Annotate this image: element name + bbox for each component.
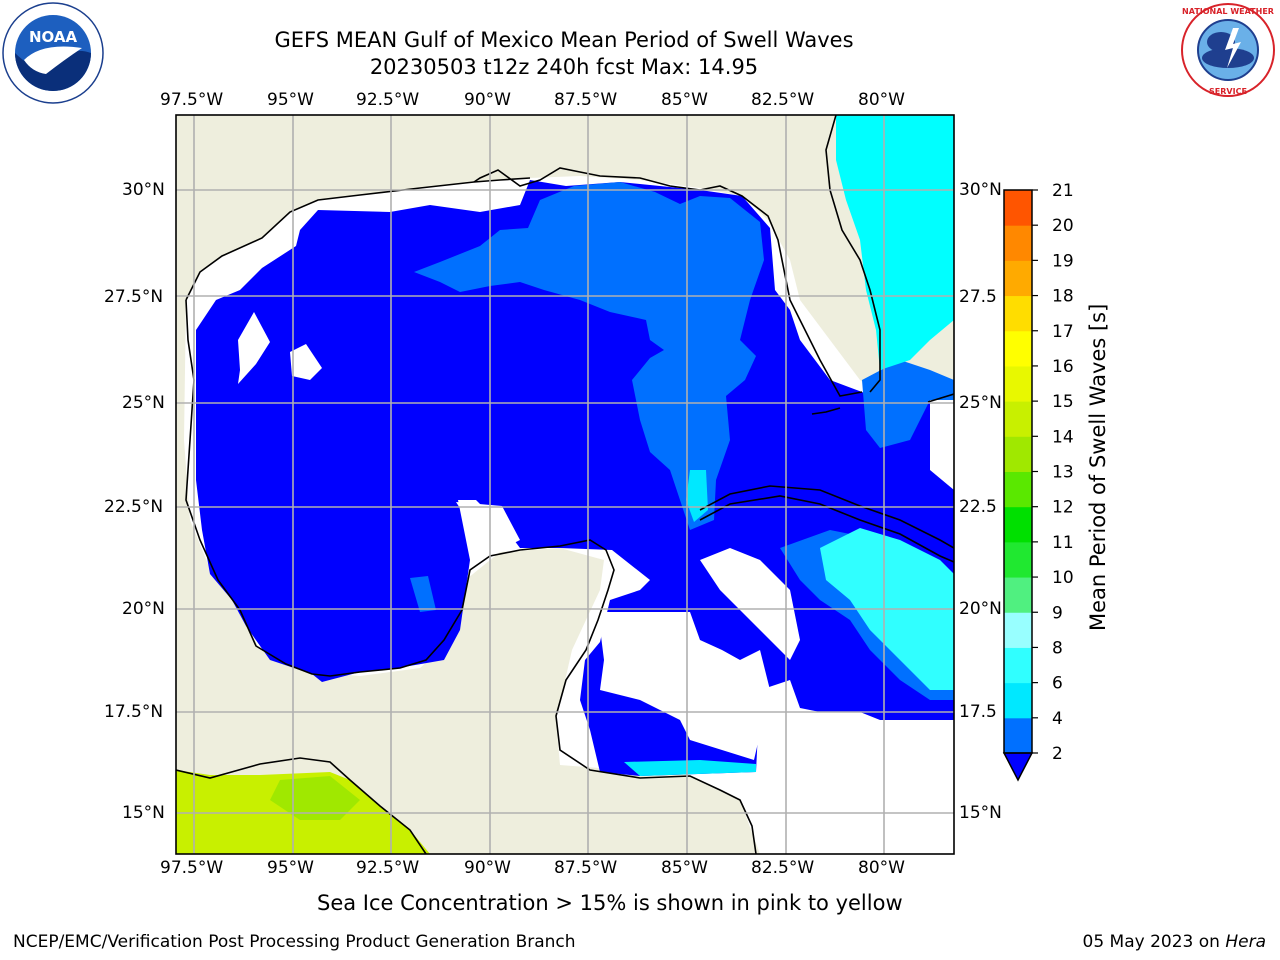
lat-label-right-1: 27.5: [959, 287, 997, 307]
colorbar-segment: [1004, 401, 1032, 437]
colorbar-extend-triangle: [1002, 752, 1034, 782]
footer-host: Hera: [1225, 932, 1266, 952]
lon-label-bottom-0: 97.5°W: [160, 858, 224, 878]
lat-label-right-4: 20°N: [959, 599, 1002, 619]
colorbar-tick-label: 10: [1052, 568, 1074, 588]
white-gap-yucatan: [456, 502, 520, 552]
colorbar-tick-label: 12: [1052, 498, 1074, 518]
colorbar-tick-label: 2: [1052, 744, 1063, 764]
lon-label-top-1: 95°W: [267, 90, 314, 110]
lon-label-top-7: 80°W: [858, 90, 905, 110]
nws-logo-icon: NATIONAL WEATHER SERVICE: [1177, 2, 1279, 98]
lon-label-bottom-5: 85°W: [661, 858, 708, 878]
lon-label-bottom-7: 80°W: [858, 858, 905, 878]
colorbar-segment: [1004, 541, 1032, 578]
colorbar-segment: [1004, 612, 1032, 648]
footer-branch: NCEP/EMC/Verification Post Processing Pr…: [13, 932, 576, 952]
colorbar-segment: [1004, 260, 1032, 297]
lat-label-left-1: 27.5°N: [104, 287, 164, 307]
sea-ice-caption: Sea Ice Concentration > 15% is shown in …: [317, 891, 903, 915]
colorbar-tick-label: 20: [1052, 216, 1074, 236]
noaa-logo-text: NOAA: [29, 28, 78, 46]
lat-label-right-2: 25°N: [959, 393, 1002, 413]
white-gap-east-carib: [760, 720, 954, 854]
colorbar: 2 4 6 8 9 10 11 12 13 14 15 16 17 18 19 20 21: [1002, 181, 1074, 782]
lat-label-left-0: 30°N: [122, 180, 165, 200]
lat-label-left-3: 22.5°N: [104, 497, 164, 517]
lon-label-bottom-6: 82.5°W: [751, 858, 815, 878]
swell-field-cyan-atlantic: [836, 115, 954, 370]
chart-title-line1: GEFS MEAN Gulf of Mexico Mean Period of …: [274, 28, 854, 52]
noaa-logo-icon: NOAA: [2, 2, 104, 104]
colorbar-segment: [1004, 647, 1032, 684]
lon-label-bottom-1: 95°W: [267, 858, 314, 878]
colorbar-segment: [1004, 330, 1032, 367]
lon-label-top-4: 87.5°W: [554, 90, 618, 110]
colorbar-tick-label: 21: [1052, 181, 1074, 201]
colorbar-tick-label: 15: [1052, 392, 1074, 412]
svg-text:NATIONAL WEATHER: NATIONAL WEATHER: [1182, 7, 1274, 16]
colorbar-tick-label: 14: [1052, 427, 1074, 447]
colorbar-tick-label: 9: [1052, 603, 1063, 623]
colorbar-segment: [1004, 225, 1032, 261]
colorbar-segment: [1004, 190, 1032, 226]
colorbar-tick-label: 11: [1052, 533, 1074, 553]
lon-label-top-3: 90°W: [464, 90, 511, 110]
colorbar-label: Mean Period of Swell Waves [s]: [1086, 303, 1110, 631]
lon-label-top-5: 85°W: [661, 90, 708, 110]
colorbar-segment: [1004, 506, 1032, 543]
lat-label-left-6: 15°N: [122, 803, 165, 823]
lon-label-bottom-4: 87.5°W: [554, 858, 618, 878]
lon-label-bottom-2: 92.5°W: [356, 858, 420, 878]
swell-field-cyan-honduras: [624, 760, 756, 776]
svg-text:SERVICE: SERVICE: [1209, 87, 1247, 96]
map-frame: [175, 114, 955, 855]
lat-label-left-2: 25°N: [122, 393, 165, 413]
lat-label-right-3: 22.5: [959, 497, 997, 517]
colorbar-tick-label: 17: [1052, 322, 1074, 342]
chart-title-line2: 20230503 t12z 240h fcst Max: 14.95: [369, 55, 759, 79]
colorbar-segment: [1004, 577, 1032, 613]
white-gap-west-2: [290, 344, 322, 380]
white-gap-caribbean-2: [700, 548, 800, 660]
colorbar-tick-label: 18: [1052, 287, 1074, 307]
swell-field-midblue-atlantic: [862, 360, 954, 448]
colorbar-tick-label: 8: [1052, 638, 1063, 658]
colorbar-segment: [1004, 471, 1032, 508]
white-gap-west: [238, 312, 270, 384]
swell-field-midblue: [414, 182, 764, 530]
lon-label-top-0: 97.5°W: [160, 90, 224, 110]
lon-label-top-6: 82.5°W: [751, 90, 815, 110]
colorbar-tick-label: 19: [1052, 251, 1074, 271]
white-gap-caribbean: [598, 612, 770, 760]
colorbar-segment: [1004, 365, 1032, 402]
footer-date: 05 May 2023 on Hera: [1083, 932, 1267, 952]
colorbar-tick-label: 4: [1052, 709, 1063, 729]
lon-label-bottom-3: 90°W: [464, 858, 511, 878]
colorbar-tick-label: 16: [1052, 357, 1074, 377]
lat-label-left-4: 20°N: [122, 599, 165, 619]
graticule: [176, 115, 954, 854]
lat-label-right-0: 30°N: [959, 180, 1002, 200]
lat-label-left-5: 17.5°N: [104, 702, 164, 722]
footer-date-text: 05 May 2023 on: [1082, 932, 1226, 952]
lat-label-right-5: 17.5: [959, 702, 997, 722]
lat-label-right-6: 15°N: [959, 803, 1002, 823]
colorbar-tick-label: 6: [1052, 674, 1063, 694]
colorbar-segment: [1004, 436, 1032, 472]
colorbar-segment: [1004, 717, 1032, 754]
colorbar-segment: [1004, 295, 1032, 332]
lon-label-top-2: 92.5°W: [356, 90, 420, 110]
swell-field-midblue-south: [410, 576, 436, 612]
colorbar-tick-label: 13: [1052, 463, 1074, 483]
colorbar-segment: [1004, 682, 1032, 719]
